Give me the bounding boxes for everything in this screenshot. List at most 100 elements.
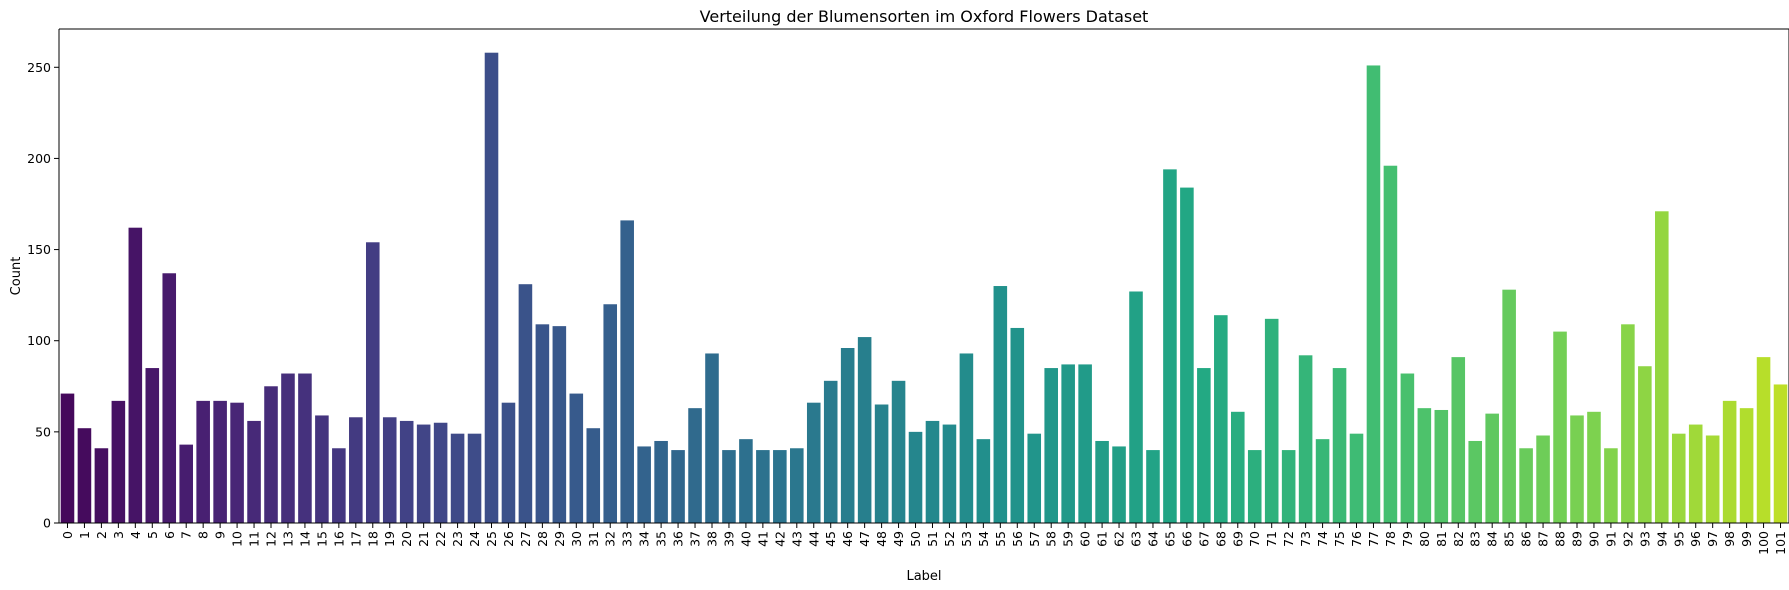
y-tick-label-150: 150: [27, 242, 51, 257]
x-tick-label-32: 32: [603, 531, 618, 547]
bar-10: [230, 402, 244, 523]
bar-93: [1638, 366, 1652, 523]
x-tick-label-39: 39: [721, 531, 736, 547]
bar-22: [433, 422, 448, 523]
bar-30: [569, 393, 584, 523]
bar-55: [993, 286, 1008, 523]
x-tick-label-91: 91: [1603, 531, 1618, 547]
x-tick-label-72: 72: [1281, 531, 1296, 547]
bar-4: [128, 227, 143, 523]
bar-25: [484, 52, 499, 523]
x-tick-label-55: 55: [993, 531, 1008, 547]
bar-65: [1163, 169, 1177, 524]
x-tick-label-51: 51: [925, 531, 940, 547]
x-tick-label-61: 61: [1095, 531, 1110, 547]
bar-83: [1468, 440, 1483, 523]
x-tick-label-79: 79: [1400, 531, 1415, 547]
y-tick-label-50: 50: [35, 424, 51, 439]
x-tick-label-3: 3: [111, 531, 126, 539]
bar-45: [823, 380, 838, 523]
bar-73: [1298, 355, 1313, 523]
bar-23: [450, 433, 465, 523]
bar-87: [1536, 435, 1550, 523]
bar-38: [705, 353, 719, 523]
x-tick-label-67: 67: [1196, 531, 1211, 547]
bar-41: [756, 450, 770, 523]
bar-97: [1705, 435, 1720, 523]
x-tick-label-62: 62: [1112, 531, 1127, 547]
x-tick-label-75: 75: [1332, 531, 1347, 547]
x-tick-label-18: 18: [365, 531, 380, 547]
x-tick-label-8: 8: [196, 531, 211, 539]
bar-51: [925, 420, 940, 523]
x-tick-label-45: 45: [823, 531, 838, 547]
x-tick-label-81: 81: [1434, 531, 1449, 547]
x-tick-label-59: 59: [1061, 531, 1076, 547]
x-tick-label-42: 42: [772, 531, 787, 547]
x-tick-label-47: 47: [857, 531, 872, 547]
bar-50: [908, 431, 923, 523]
bar-70: [1247, 450, 1262, 523]
bar-6: [162, 273, 177, 523]
bar-21: [416, 424, 431, 523]
x-tick-label-16: 16: [331, 531, 346, 547]
x-tick-label-68: 68: [1213, 531, 1228, 547]
x-tick-label-52: 52: [942, 531, 957, 547]
bar-90: [1587, 411, 1601, 523]
bar-31: [586, 428, 601, 523]
bar-77: [1366, 65, 1381, 524]
x-tick-label-74: 74: [1315, 531, 1330, 547]
x-tick-label-27: 27: [518, 531, 533, 547]
bar-80: [1417, 408, 1432, 523]
x-tick-label-90: 90: [1586, 531, 1601, 547]
x-tick-label-46: 46: [840, 531, 855, 547]
bar-44: [806, 402, 821, 523]
x-tick-label-89: 89: [1569, 531, 1584, 547]
x-tick-label-53: 53: [959, 531, 974, 547]
bar-47: [857, 337, 872, 523]
x-tick-label-94: 94: [1654, 531, 1669, 547]
bar-88: [1553, 331, 1567, 523]
bar-57: [1027, 433, 1042, 523]
bar-8: [196, 400, 210, 523]
x-tick-label-40: 40: [738, 531, 753, 547]
x-tick-label-85: 85: [1502, 531, 1517, 547]
bar-60: [1078, 364, 1092, 523]
bar-85: [1502, 289, 1516, 523]
x-tick-label-64: 64: [1145, 531, 1160, 547]
bar-66: [1180, 187, 1194, 523]
x-tick-label-77: 77: [1366, 531, 1381, 547]
y-axis-label: Count: [9, 257, 24, 296]
x-tick-label-26: 26: [501, 531, 516, 547]
x-tick-label-49: 49: [891, 531, 906, 547]
x-tick-label-17: 17: [348, 531, 363, 547]
x-tick-label-1: 1: [77, 531, 92, 539]
bar-49: [891, 380, 906, 523]
bar-42: [773, 450, 787, 523]
chart-title: Verteilung der Blumensorten im Oxford Fl…: [700, 7, 1149, 26]
bar-11: [247, 420, 261, 523]
bar-101: [1773, 384, 1788, 523]
bar-16: [332, 448, 346, 523]
bar-98: [1722, 400, 1737, 523]
bar-64: [1146, 450, 1160, 523]
x-tick-label-56: 56: [1010, 531, 1025, 547]
bar-32: [603, 304, 618, 523]
x-tick-label-31: 31: [586, 531, 601, 547]
bar-62: [1112, 446, 1126, 523]
bar-15: [315, 415, 329, 523]
x-tick-label-54: 54: [976, 531, 991, 547]
x-tick-label-6: 6: [162, 531, 177, 539]
bar-52: [942, 424, 957, 523]
x-tick-label-100: 100: [1756, 531, 1771, 555]
x-tick-label-30: 30: [569, 531, 584, 547]
bar-61: [1095, 440, 1109, 523]
bar-1: [77, 428, 92, 523]
x-tick-label-19: 19: [382, 531, 397, 547]
bar-94: [1655, 211, 1669, 524]
x-tick-label-35: 35: [654, 531, 669, 547]
bar-36: [671, 450, 685, 523]
bar-37: [688, 408, 702, 523]
x-tick-label-41: 41: [755, 531, 770, 547]
